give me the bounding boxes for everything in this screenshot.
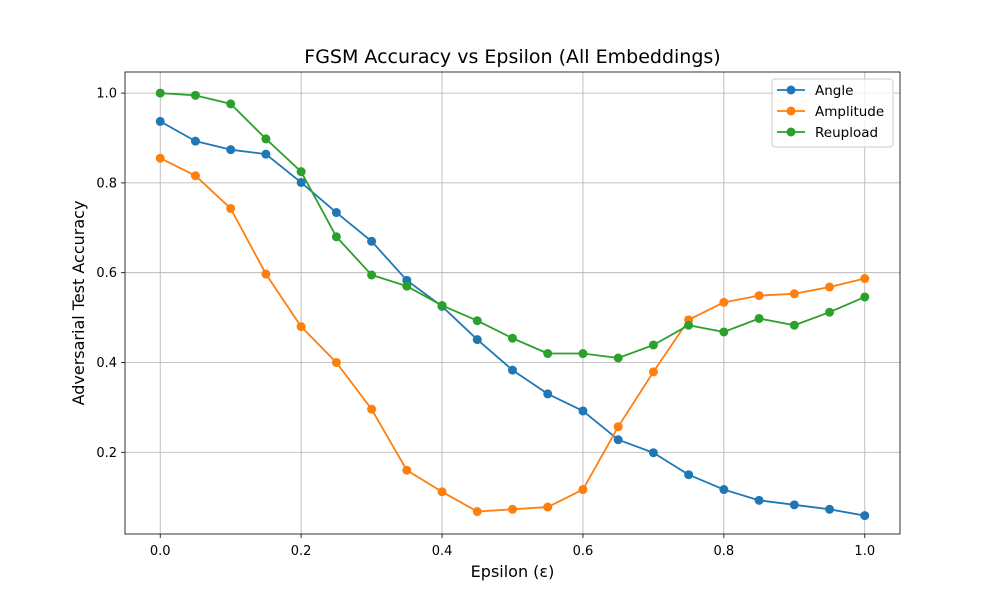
data-point-angle [472, 335, 482, 345]
legend-item-angle: Angle [777, 83, 853, 99]
data-point-angle [261, 149, 271, 159]
data-point-reupload [613, 353, 623, 363]
x-tick-label: 0.8 [714, 544, 735, 559]
legend-item-amplitude: Amplitude [777, 104, 884, 120]
data-point-amplitude [543, 502, 553, 512]
y-tick-label: 0.2 [96, 446, 117, 461]
data-point-angle [578, 406, 588, 416]
x-tick-label: 0.0 [150, 544, 171, 559]
legend-label: Amplitude [815, 104, 884, 120]
legend-box [771, 78, 894, 148]
data-point-angle [684, 470, 694, 480]
data-point-reupload [296, 167, 306, 177]
data-point-angle [367, 236, 377, 246]
data-point-amplitude [508, 504, 517, 514]
data-point-angle [613, 435, 623, 445]
x-axis-label: Epsilon (ε) [471, 562, 555, 581]
data-point-amplitude [296, 322, 306, 332]
data-point-amplitude [331, 357, 341, 367]
data-point-angle [190, 136, 200, 146]
series-amplitude [155, 153, 870, 517]
data-point-reupload [331, 232, 341, 242]
chart-title: FGSM Accuracy vs Epsilon (All Embeddings… [304, 46, 720, 68]
data-point-reupload [648, 340, 658, 350]
data-point-reupload [860, 292, 870, 302]
axis-ticks: 0.0 0.2 0.4 0.6 0.8 1.0 0.2 0.4 0.6 0.8 1.0 [96, 87, 875, 559]
data-point-amplitude [367, 404, 377, 414]
data-point-reupload [825, 307, 835, 317]
data-point-amplitude [860, 274, 870, 284]
data-point-reupload [402, 281, 412, 291]
data-point-reupload [261, 134, 271, 144]
plot-frame [124, 71, 901, 535]
data-point-reupload [155, 88, 165, 98]
y-tick-label: 1.0 [96, 87, 117, 102]
y-axis-label: Adversarial Test Accuracy [69, 201, 88, 406]
data-point-reupload [578, 349, 588, 359]
data-point-angle [508, 365, 517, 375]
data-point-reupload [754, 313, 764, 323]
data-point-angle [789, 500, 799, 510]
y-tick-label: 0.8 [96, 176, 117, 191]
x-tick-label: 0.6 [573, 544, 594, 559]
legend: Angle Amplitude Reupload [771, 78, 894, 148]
data-point-reupload [508, 333, 517, 343]
data-point-angle [155, 116, 165, 126]
legend-marker [786, 85, 796, 95]
data-point-amplitude [437, 487, 447, 497]
y-tick-label: 0.6 [96, 266, 117, 281]
x-tick-label: 0.2 [291, 544, 312, 559]
data-point-angle [296, 177, 306, 187]
legend-item-reupload: Reupload [777, 125, 878, 141]
data-point-amplitude [402, 465, 412, 475]
data-point-amplitude [261, 269, 271, 279]
data-point-reupload [684, 320, 694, 330]
data-point-reupload [226, 99, 236, 109]
data-point-amplitude [648, 367, 658, 377]
x-tick-label: 0.4 [432, 544, 453, 559]
data-point-angle [331, 208, 341, 218]
data-point-amplitude [825, 282, 835, 292]
data-point-reupload [719, 327, 729, 337]
data-point-reupload [472, 316, 482, 326]
data-point-amplitude [472, 507, 482, 517]
legend-label: Reupload [815, 125, 878, 141]
data-point-amplitude [578, 485, 588, 495]
data-series [155, 88, 870, 521]
data-point-reupload [543, 349, 553, 359]
data-point-angle [719, 485, 729, 495]
data-point-angle [860, 511, 870, 521]
x-tick-label: 1.0 [854, 544, 875, 559]
data-point-reupload [367, 270, 377, 280]
data-point-amplitude [719, 297, 729, 307]
data-point-reupload [789, 320, 799, 330]
series-reupload [155, 88, 870, 363]
data-point-amplitude [789, 289, 799, 299]
data-point-angle [825, 504, 835, 514]
data-point-angle [226, 145, 236, 155]
legend-label: Angle [815, 83, 853, 99]
legend-marker [786, 106, 796, 116]
legend-marker [786, 127, 796, 137]
data-point-amplitude [754, 291, 764, 301]
legend-entries: Angle Amplitude Reupload [777, 83, 884, 141]
data-point-reupload [437, 300, 447, 310]
data-point-amplitude [155, 153, 165, 163]
data-point-amplitude [613, 422, 623, 432]
y-tick-label: 0.4 [96, 356, 117, 371]
data-point-angle [648, 448, 658, 458]
data-point-amplitude [190, 171, 200, 181]
data-point-amplitude [226, 203, 236, 213]
data-point-reupload [190, 90, 200, 100]
data-point-angle [754, 495, 764, 505]
data-point-angle [543, 389, 553, 399]
